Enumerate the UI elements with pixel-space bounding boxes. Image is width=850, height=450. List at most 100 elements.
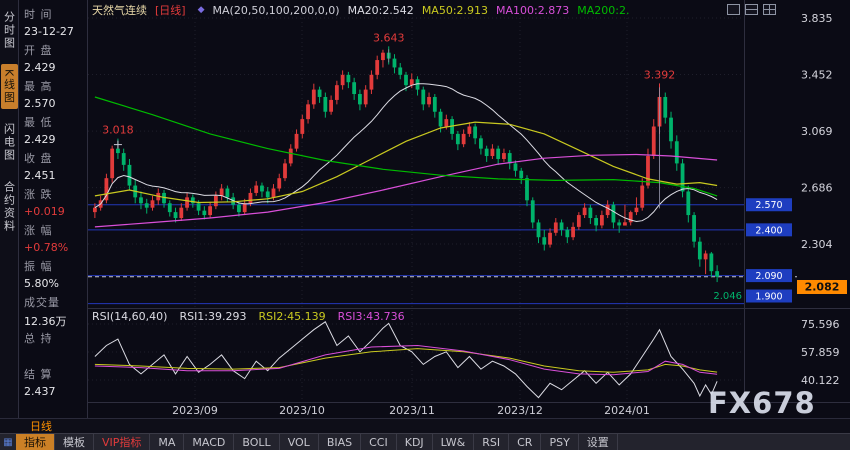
last-price-tag: [797, 280, 847, 294]
x-axis-label: 2023/10: [279, 404, 325, 417]
field-value: 2.429: [24, 133, 56, 146]
svg-text:57.859: 57.859: [801, 346, 840, 359]
candles-layer: [92, 46, 720, 283]
indicator-tab-indicator[interactable]: 指标: [16, 434, 55, 450]
svg-text:2.686: 2.686: [801, 182, 833, 195]
rsi-values: RSI1:39.293 RSI2:45.139 RSI3:43.736: [179, 310, 404, 323]
quote-field-change-pct: 涨 幅 +0.78%: [24, 222, 87, 258]
field-label: 涨 跌: [24, 188, 53, 201]
period-selector[interactable]: 日线: [30, 420, 52, 433]
side-tab-timeshare[interactable]: 分时图: [2, 11, 16, 50]
price-axis: 3.835 3.452 3.069 2.686 2.304 75.596 57.859 40.…: [713, 12, 847, 387]
field-value: 2.437: [24, 385, 56, 398]
indicator-tab-rsi[interactable]: RSI: [474, 434, 510, 450]
field-value: 23-12-27: [24, 25, 74, 38]
indicator-diamond-icon: ◆: [197, 5, 205, 15]
indicator-toolbar: ▦ 指标 模板 VIP指标 MA MACD BOLL VOL BIAS CCI KDJ LW& RSI…: [0, 433, 850, 450]
indicator-tab-boll[interactable]: BOLL: [234, 434, 280, 450]
quote-info-panel: 时 间 23-12-27 开 盘 2.429 最 高 2.570 最 低 2.429 收 盘 2.…: [19, 0, 88, 418]
indicator-tab-template[interactable]: 模板: [55, 434, 94, 450]
svg-text:3.069: 3.069: [801, 125, 833, 138]
ma-value-2: MA50:2.913: [421, 3, 489, 17]
svg-text:3.018: 3.018: [102, 124, 134, 137]
rsi-value-1: RSI1:39.293: [179, 310, 247, 323]
grid-layer: [88, 14, 744, 402]
field-label: 开 盘: [24, 44, 53, 57]
field-value: 2.429: [24, 61, 56, 74]
layout-dual-icon[interactable]: [745, 4, 758, 15]
ma-lines-layer: [94, 83, 718, 228]
period-badge: [日线]: [155, 4, 186, 17]
x-axis-label: 2023/09: [172, 404, 218, 417]
indicator-tab-macd[interactable]: MACD: [184, 434, 235, 450]
toolbar-grid-icon[interactable]: ▦: [3, 436, 13, 448]
ma50-line: [94, 121, 718, 204]
field-label: 最 高: [24, 80, 53, 93]
indicator-tab-cr[interactable]: CR: [509, 434, 542, 450]
field-label: 涨 幅: [24, 224, 53, 237]
svg-text:2.570: 2.570: [755, 200, 782, 211]
indicator-tab-lwr[interactable]: LW&: [433, 434, 475, 450]
rsi-value-2: RSI2:45.139: [258, 310, 326, 323]
side-tab-contract-info[interactable]: 合约资料: [2, 181, 16, 234]
field-label: 最 低: [24, 116, 53, 129]
ma-settings-label: MA(20,50,100,200,0,0): [212, 3, 340, 17]
ma-value-1: MA20:2.542: [347, 3, 414, 17]
side-tab-kline[interactable]: K线图: [0, 64, 18, 110]
field-value: +0.78%: [24, 241, 69, 254]
rsi-settings-label: RSI(14,60,40): [92, 310, 168, 323]
quote-field-change: 涨 跌 +0.019: [24, 186, 87, 222]
watermark: FX678: [708, 386, 816, 420]
ma200-line: [94, 96, 718, 197]
quote-field-high: 最 高 2.570: [24, 78, 87, 114]
rsi3-line: [94, 344, 718, 376]
indicator-tab-psy[interactable]: PSY: [541, 434, 579, 450]
quote-field-low: 最 低 2.429: [24, 114, 87, 150]
svg-text:40.122: 40.122: [801, 374, 840, 387]
symbol-name: 天然气连续: [92, 4, 147, 17]
svg-text:2.082: 2.082: [805, 281, 840, 294]
annotations-layer: 3.018 3.643 3.392: [102, 31, 676, 209]
svg-text:3.643: 3.643: [373, 31, 405, 44]
field-value: 2.570: [24, 97, 56, 110]
panel-dividers: [88, 0, 850, 403]
field-value: 2.451: [24, 169, 56, 182]
ma-values: MA20:2.542 MA50:2.913 MA100:2.873 MA200:2.: [348, 4, 638, 17]
field-value: 12.36万: [24, 315, 67, 328]
indicator-tab-vip-indicator[interactable]: VIP指标: [94, 434, 151, 450]
field-value: +0.019: [24, 205, 65, 218]
svg-text:2.046: 2.046: [713, 291, 742, 302]
x-axis-label: 2023/12: [497, 404, 543, 417]
rsi1-line: [94, 321, 718, 399]
quote-field-open-interest: 总 持: [24, 330, 87, 366]
svg-text:1.900: 1.900: [755, 292, 782, 303]
indicator-tab-settings[interactable]: 设置: [579, 434, 618, 450]
svg-text:3.392: 3.392: [644, 68, 676, 81]
x-axis-label: 2024/01: [604, 404, 650, 417]
indicator-tab-bias[interactable]: BIAS: [319, 434, 362, 450]
ma-value-3: MA100:2.873: [496, 3, 570, 17]
svg-text:2.090: 2.090: [755, 271, 782, 282]
svg-text:2.304: 2.304: [801, 238, 833, 251]
left-view-tabs: 分时图 K线图闪电图合约资料: [0, 0, 19, 418]
field-value: 5.80%: [24, 277, 59, 290]
quote-field-volume: 成交量 12.36万: [24, 294, 87, 330]
field-label: 收 盘: [24, 152, 53, 165]
quote-field-close: 收 盘 2.451: [24, 150, 87, 186]
layout-switcher: [727, 4, 776, 15]
svg-text:3.835: 3.835: [801, 12, 833, 25]
ma20-line: [94, 83, 718, 223]
layout-single-icon[interactable]: [727, 4, 740, 15]
indicator-tab-kdj[interactable]: KDJ: [397, 434, 433, 450]
layout-quad-icon[interactable]: [763, 4, 776, 15]
side-tab-flash[interactable]: 闪电图: [2, 123, 16, 163]
ma-value-4: MA200:2.: [577, 3, 630, 17]
quote-field-amplitude: 振 幅 5.80%: [24, 258, 87, 294]
rsi-value-3: RSI3:43.736: [337, 310, 405, 323]
quote-field-open: 开 盘 2.429: [24, 42, 87, 78]
indicator-tab-ma[interactable]: MA: [150, 434, 185, 450]
indicator-tab-vol[interactable]: VOL: [280, 434, 319, 450]
indicator-tab-cci[interactable]: CCI: [361, 434, 397, 450]
field-label: 时 间: [24, 8, 53, 21]
